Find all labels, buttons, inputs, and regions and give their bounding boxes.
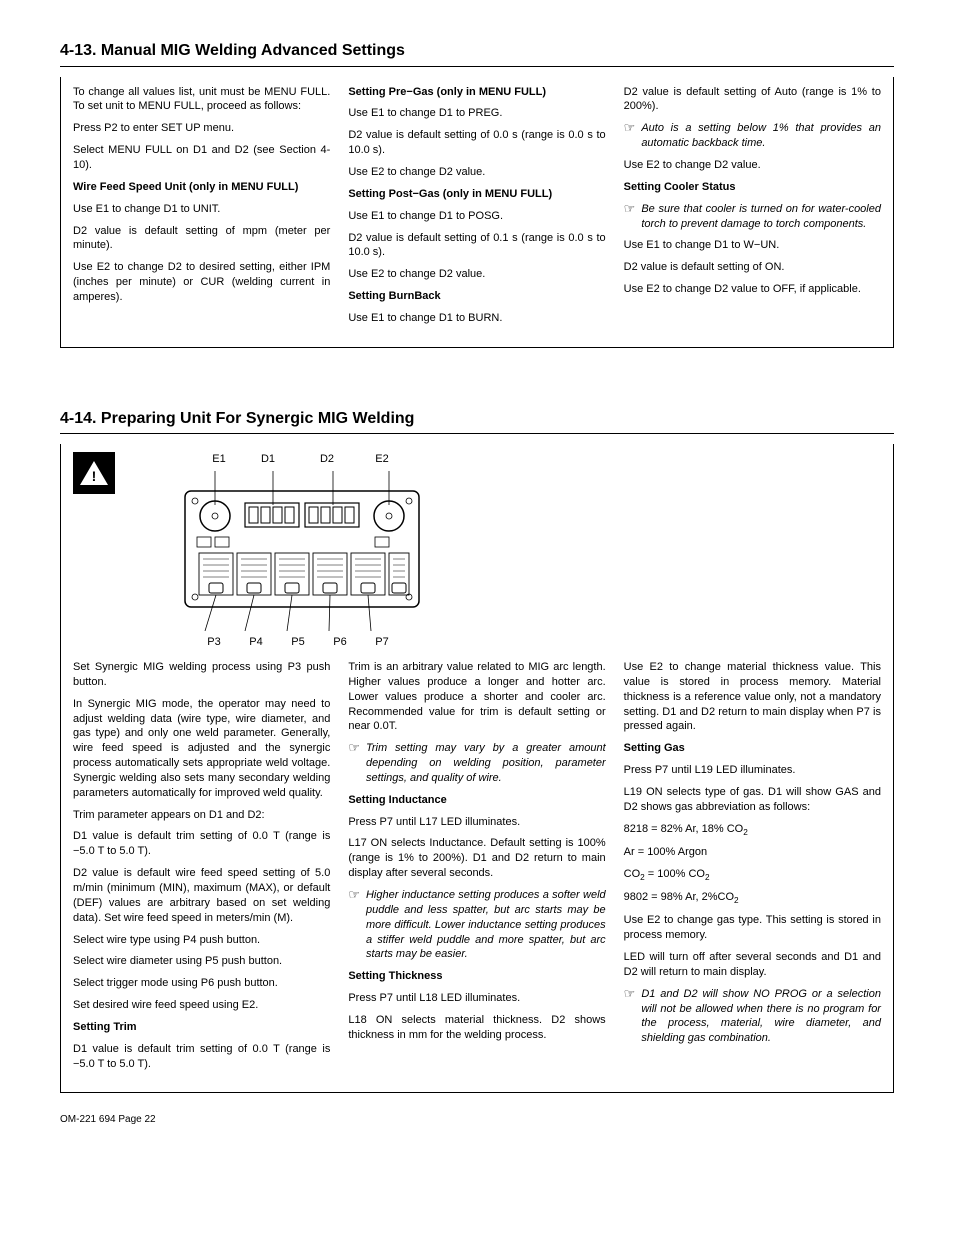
- text: Use E2 to change D2 value.: [348, 165, 605, 180]
- text: Press P7 until L19 LED illuminates.: [624, 763, 881, 778]
- text: To change all values list, unit must be …: [73, 85, 330, 115]
- text: D2 value is default setting of 0.0 s (ra…: [348, 128, 605, 158]
- label-p4: P4: [235, 635, 277, 650]
- heading-inductance: Setting Inductance: [348, 793, 605, 808]
- section-414-title: 4-14. Preparing Unit For Synergic MIG We…: [60, 408, 894, 430]
- text: D2 value is default setting of ON.: [624, 260, 881, 275]
- label-e2: E2: [357, 452, 407, 467]
- heading-burnback: Setting BurnBack: [348, 289, 605, 304]
- label-e1: E1: [199, 452, 239, 467]
- note-icon: ☞: [348, 741, 360, 786]
- heading-thickness: Setting Thickness: [348, 969, 605, 984]
- text: Use E1 to change D1 to BURN.: [348, 311, 605, 326]
- section-414-rule: [60, 433, 894, 434]
- note-auto: ☞ Auto is a setting below 1% that provid…: [624, 121, 881, 151]
- gas-ar: Ar = 100% Argon: [624, 845, 881, 860]
- text: Use E2 to change D2 value.: [348, 267, 605, 282]
- s413-col1: To change all values list, unit must be …: [73, 85, 330, 333]
- text: L19 ON selects type of gas. D1 will show…: [624, 785, 881, 815]
- note-noprog: ☞ D1 and D2 will show NO PROG or a selec…: [624, 987, 881, 1046]
- text: Select wire diameter using P5 push butto…: [73, 954, 330, 969]
- label-d1: D1: [239, 452, 297, 467]
- text: Select MENU FULL on D1 and D2 (see Secti…: [73, 143, 330, 173]
- section-413-box: To change all values list, unit must be …: [60, 77, 894, 348]
- text: Press P2 to enter SET UP menu.: [73, 121, 330, 136]
- heading-postgas: Setting Post−Gas (only in MENU FULL): [348, 187, 605, 202]
- diagram-labels-bottom: P3 P4 P5 P6 P7: [175, 635, 425, 650]
- text: D2 value is default setting of mpm (mete…: [73, 224, 330, 254]
- text: D2 value is default wire feed speed sett…: [73, 866, 330, 925]
- label-p3: P3: [193, 635, 235, 650]
- text: Use E1 to change D1 to PREG.: [348, 106, 605, 121]
- s413-col2: Setting Pre−Gas (only in MENU FULL) Use …: [348, 85, 605, 333]
- note-icon: ☞: [624, 987, 636, 1046]
- label-p5: P5: [277, 635, 319, 650]
- text: Use E2 to change material thickness valu…: [624, 660, 881, 734]
- note-cooler: ☞ Be sure that cooler is turned on for w…: [624, 202, 881, 232]
- text: Use E1 to change D1 to W−UN.: [624, 238, 881, 253]
- heading-gas: Setting Gas: [624, 741, 881, 756]
- text: Trim is an arbitrary value related to MI…: [348, 660, 605, 734]
- gas-9802: 9802 = 98% Ar, 2%CO2: [624, 890, 881, 906]
- text: D1 value is default trim setting of 0.0 …: [73, 829, 330, 859]
- text: D2 value is default setting of 0.1 s (ra…: [348, 231, 605, 261]
- text: L18 ON selects material thickness. D2 sh…: [348, 1013, 605, 1043]
- s414-col3: Use E2 to change material thickness valu…: [624, 660, 881, 1078]
- note-text: Higher inductance setting produces a sof…: [366, 888, 606, 962]
- text: D1 value is default trim setting of 0.0 …: [73, 1042, 330, 1072]
- warning-icon: [73, 452, 115, 494]
- text: Press P7 until L18 LED illuminates.: [348, 991, 605, 1006]
- text: Trim parameter appears on D1 and D2:: [73, 808, 330, 823]
- note-inductance: ☞ Higher inductance setting produces a s…: [348, 888, 605, 962]
- text: Use E2 to change gas type. This setting …: [624, 913, 881, 943]
- text: Use E2 to change D2 value.: [624, 158, 881, 173]
- diagram-labels-top: E1 D1 D2 E2: [175, 452, 425, 467]
- note-text: Auto is a setting below 1% that provides…: [641, 121, 881, 151]
- section-413-rule: [60, 66, 894, 67]
- heading-wfs-unit: Wire Feed Speed Unit (only in MENU FULL): [73, 180, 330, 195]
- s413-col3: D2 value is default setting of Auto (ran…: [624, 85, 881, 333]
- section-414-box: E1 D1 D2 E2: [60, 444, 894, 1093]
- text: Use E1 to change D1 to POSG.: [348, 209, 605, 224]
- label-p7: P7: [361, 635, 403, 650]
- note-trim: ☞ Trim setting may vary by a greater amo…: [348, 741, 605, 786]
- panel-svg: [175, 471, 425, 631]
- text: Use E1 to change D1 to UNIT.: [73, 202, 330, 217]
- heading-trim: Setting Trim: [73, 1020, 330, 1035]
- note-text: Be sure that cooler is turned on for wat…: [641, 202, 881, 232]
- text: L17 ON selects Inductance. Default setti…: [348, 836, 605, 881]
- note-icon: ☞: [624, 121, 636, 151]
- note-icon: ☞: [624, 202, 636, 232]
- text: Select wire type using P4 push button.: [73, 933, 330, 948]
- section-413-title: 4-13. Manual MIG Welding Advanced Settin…: [60, 40, 894, 62]
- heading-cooler: Setting Cooler Status: [624, 180, 881, 195]
- page-footer: OM-221 694 Page 22: [60, 1113, 894, 1127]
- note-icon: ☞: [348, 888, 360, 962]
- text: Select trigger mode using P6 push button…: [73, 976, 330, 991]
- panel-diagram: E1 D1 D2 E2: [125, 452, 425, 660]
- s414-col2: Trim is an arbitrary value related to MI…: [348, 660, 605, 1078]
- note-text: Trim setting may vary by a greater amoun…: [366, 741, 606, 786]
- label-p6: P6: [319, 635, 361, 650]
- gas-co2: CO2 = 100% CO2: [624, 867, 881, 883]
- s414-col1: Set Synergic MIG welding process using P…: [73, 660, 330, 1078]
- text: Set Synergic MIG welding process using P…: [73, 660, 330, 690]
- text: In Synergic MIG mode, the operator may n…: [73, 697, 330, 801]
- text: Use E2 to change D2 value to OFF, if app…: [624, 282, 881, 297]
- heading-pregas: Setting Pre−Gas (only in MENU FULL): [348, 85, 605, 100]
- text: LED will turn off after several seconds …: [624, 950, 881, 980]
- text: D2 value is default setting of Auto (ran…: [624, 85, 881, 115]
- text: Use E2 to change D2 to desired setting, …: [73, 260, 330, 305]
- text: Press P7 until L17 LED illuminates.: [348, 815, 605, 830]
- gas-8218: 8218 = 82% Ar, 18% CO2: [624, 822, 881, 838]
- label-d2: D2: [297, 452, 357, 467]
- note-text: D1 and D2 will show NO PROG or a selecti…: [641, 987, 881, 1046]
- warning-row: E1 D1 D2 E2: [73, 452, 881, 660]
- text: Set desired wire feed speed using E2.: [73, 998, 330, 1013]
